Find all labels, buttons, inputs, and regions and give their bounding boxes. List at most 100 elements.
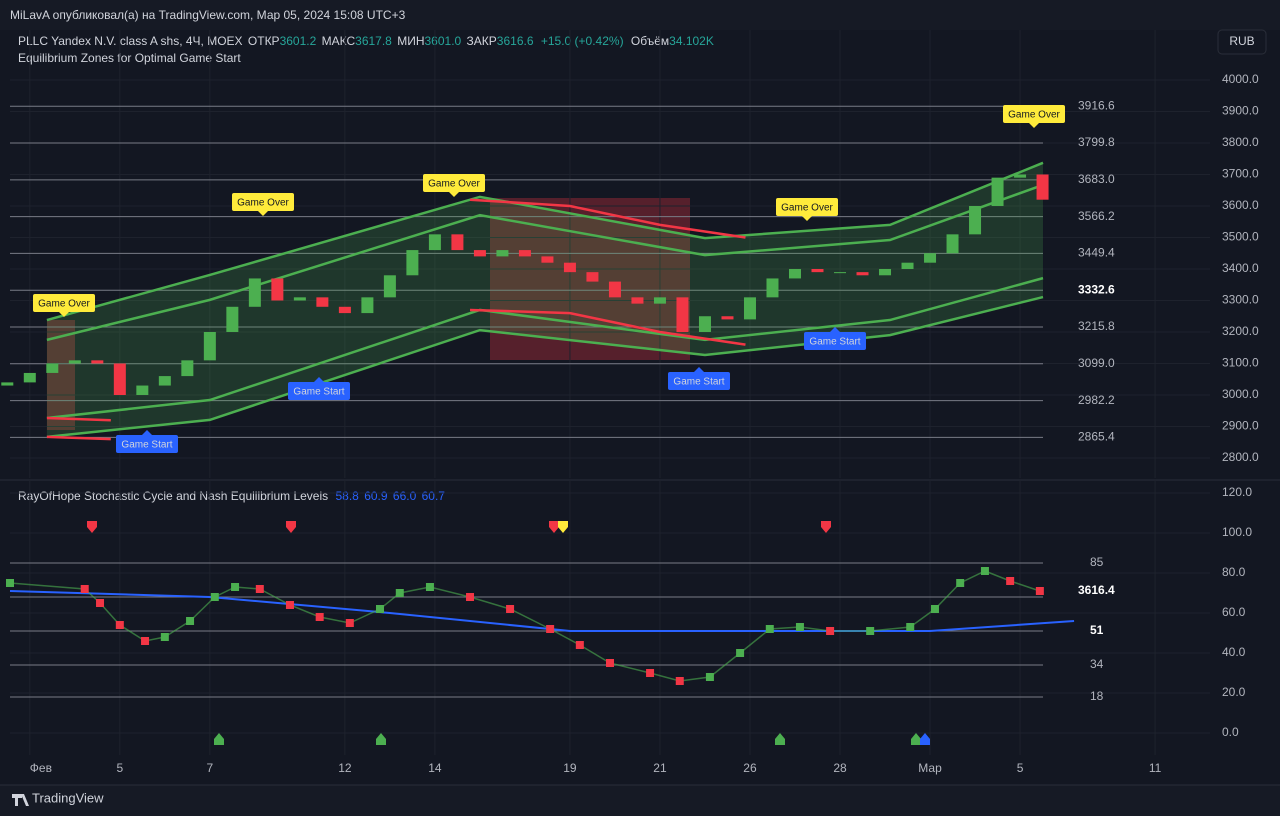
candle: [721, 316, 734, 320]
candle: [68, 360, 81, 364]
candle: [541, 256, 554, 263]
y-tick-label: 3700.0: [1222, 167, 1259, 181]
candle: [136, 385, 149, 395]
signal-pointer: [59, 312, 69, 317]
y-tick-label: 0.0: [1222, 725, 1239, 739]
candle: [811, 268, 824, 273]
level-label: 3916.6: [1078, 98, 1115, 112]
signal-pointer: [142, 430, 152, 435]
candle: [316, 297, 329, 307]
stoch-point: [826, 627, 835, 635]
y-tick-label: 2800.0: [1222, 450, 1259, 464]
series-line: [9, 590, 1075, 632]
volume-label: Объём: [631, 34, 669, 48]
series-line: [46, 183, 1044, 342]
low: 3601.0: [425, 34, 462, 48]
signal-pointer: [802, 216, 812, 221]
stoch-point: [315, 613, 324, 621]
buy-signal: [376, 733, 386, 745]
signal-label-box: [232, 193, 294, 211]
series-line: [46, 295, 1044, 439]
x-tick-label: 14: [428, 761, 442, 775]
candle: [203, 331, 216, 361]
y-tick-label: 60.0: [1222, 605, 1246, 619]
stoch-point: [906, 623, 915, 631]
stoch-point: [1006, 577, 1015, 585]
signal-pointer: [830, 327, 840, 332]
candle: [406, 250, 419, 276]
x-tick-label: 11: [1149, 761, 1162, 775]
candle: [1, 382, 14, 386]
candle: [361, 297, 374, 314]
logo: [12, 794, 29, 806]
stoch-point: [765, 625, 774, 633]
legend-value: 66.0: [393, 489, 417, 503]
stoch-point: [255, 585, 264, 593]
legend-value: 60.9: [364, 489, 388, 503]
candle: [653, 297, 666, 304]
x-tick-label: 7: [207, 761, 214, 775]
candle: [338, 306, 351, 314]
candle: [383, 275, 396, 298]
stoch-point: [141, 637, 150, 645]
stoch-point: [425, 583, 434, 591]
buy-signal: [911, 733, 921, 745]
stoch-point: [506, 605, 515, 613]
stoch-point: [736, 649, 745, 657]
price-label: 3616.4: [1078, 583, 1115, 597]
level-label: 3099.0: [1078, 356, 1115, 370]
signal-label-box: [804, 332, 866, 350]
signal-label: Game Over: [428, 179, 480, 190]
buy-signal: [775, 733, 785, 745]
signal-pointer: [1029, 123, 1039, 128]
level-label: 3449.4: [1078, 246, 1115, 260]
y-tick-label: 3300.0: [1222, 293, 1259, 307]
stoch-point: [186, 617, 195, 625]
stoch-point: [606, 659, 614, 667]
stoch-point: [675, 677, 684, 685]
stoch-point: [866, 627, 875, 635]
candle: [676, 297, 689, 332]
signal-label: Game Start: [121, 440, 172, 451]
x-tick-label: Фев: [30, 761, 52, 775]
indicator-title: Equilibrium Zones for Optimal Game Start: [18, 51, 241, 65]
stoch-point: [6, 579, 14, 587]
y-tick-label: 100.0: [1222, 525, 1252, 539]
series-line: [46, 276, 1044, 420]
signal-label: Game Over: [237, 198, 289, 209]
signal-label: Game Start: [673, 377, 724, 388]
header-line: PLLC Yandex N.V. class A shs, 4Ч, MOEX О…: [18, 34, 714, 48]
level-label: 85: [1090, 555, 1104, 569]
footer-brand: TradingView: [32, 790, 104, 805]
candle: [496, 250, 509, 257]
level-label: 3215.8: [1078, 319, 1115, 333]
legend-value: 58.8: [336, 489, 360, 503]
zone-fill: [46, 162, 1044, 437]
buy-signal: [920, 733, 930, 745]
level-label: 3566.2: [1078, 209, 1115, 223]
candle: [901, 262, 914, 269]
level-label: 2982.2: [1078, 393, 1115, 407]
candle: [946, 234, 959, 254]
candle: [518, 250, 531, 257]
series-line: [46, 416, 111, 422]
stoch-point: [231, 583, 240, 591]
stoch-point: [956, 579, 965, 587]
stoch-point: [80, 585, 89, 593]
candle: [113, 363, 126, 395]
stoch-point: [96, 599, 105, 607]
currency-button[interactable]: [1217, 29, 1267, 55]
y-tick-label: 3100.0: [1222, 356, 1259, 370]
x-tick-label: 5: [1017, 761, 1024, 775]
stoch-point: [646, 669, 655, 677]
open: 3601.2: [280, 34, 317, 48]
signal-pointer: [314, 377, 324, 382]
stoch-point: [980, 567, 989, 575]
level-label: 2865.4: [1078, 430, 1115, 444]
candle: [226, 306, 239, 332]
candle: [586, 272, 599, 282]
signal-label-box: [776, 198, 838, 216]
level-label: 3332.6: [1078, 282, 1115, 296]
y-tick-label: 3900.0: [1222, 104, 1259, 118]
